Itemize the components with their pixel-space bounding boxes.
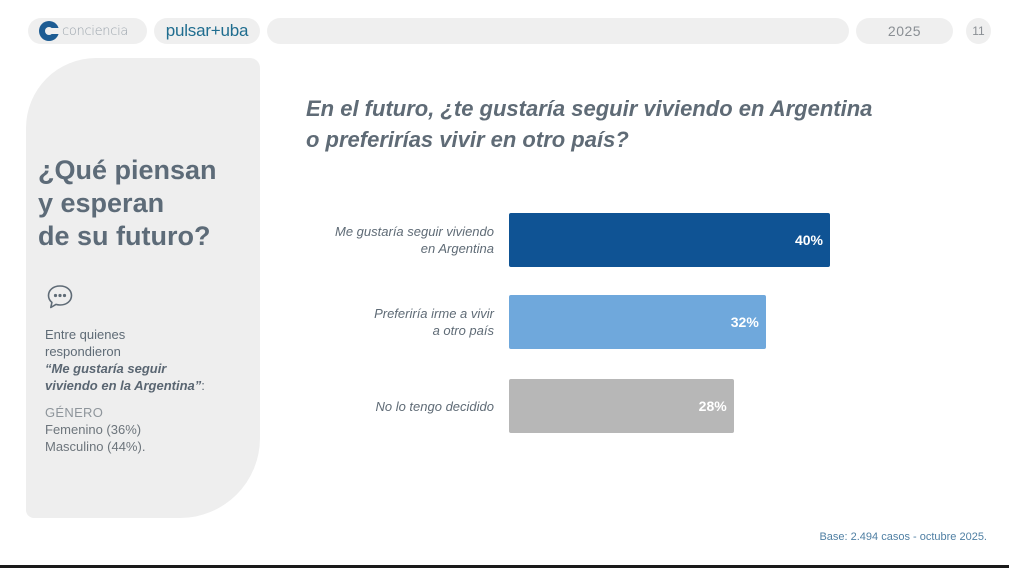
question-title: En el futuro, ¿te gustaría seguir vivien…: [306, 93, 926, 155]
sidebar-quote-line: viviendo en la Argentina”: [45, 378, 202, 393]
bar-value-label: 32%: [730, 314, 759, 330]
bar-chart: Me gustaría seguir viviendo en Argentina 4…: [290, 200, 890, 450]
sidebar-panel: [26, 58, 260, 518]
year-text: 2025: [887, 23, 922, 39]
bar-value-label: 28%: [698, 398, 727, 414]
gender-heading: GÉNERO: [45, 405, 104, 420]
footnote-base: Base: 2.494 casos - octubre 2025.: [819, 531, 987, 543]
conciencia-brand-text: conciencia: [62, 23, 129, 39]
sidebar-title: ¿Qué piensan y esperan de su futuro?: [38, 154, 253, 253]
bar-category-label: No lo tengo decidido: [284, 398, 494, 415]
bar-category-label-line: No lo tengo decidido: [375, 398, 494, 414]
sidebar-quote-line: “Me gustaría seguir: [45, 361, 167, 376]
sidebar-title-line: y esperan: [38, 188, 165, 218]
pulsar-uba-logo-pill: pulsar+uba: [154, 18, 260, 44]
bar-category-label-line: Me gustaría seguir viviendo: [335, 224, 494, 239]
sidebar-title-line: ¿Qué piensan: [38, 155, 217, 185]
sidebar-intro-line: Entre quienes: [45, 327, 126, 342]
gender-item-female: Femenino (36%): [45, 422, 142, 437]
pulsar-uba-brand-text: pulsar+uba: [165, 21, 249, 40]
bar-category-label-line: Preferiría irme a vivir: [374, 306, 494, 321]
page-number: 11: [972, 24, 985, 38]
sidebar-gender-breakdown: GÉNERO Femenino (36%) Masculino (44%).: [45, 404, 145, 455]
conciencia-logo-icon: [39, 21, 60, 41]
bar: 28%: [509, 379, 734, 433]
page-number-pill: 11: [966, 18, 991, 44]
speech-bubble-icon: [47, 285, 73, 309]
sidebar-note: Entre quienes respondieron “Me gustaría …: [45, 326, 255, 394]
bar: 40%: [509, 213, 830, 267]
bar: 32%: [509, 295, 766, 349]
bottom-rule: [0, 565, 1009, 568]
sidebar-intro-line: respondieron: [45, 344, 121, 359]
bar-value-label: 40%: [794, 232, 823, 248]
conciencia-logo-pill: conciencia: [28, 18, 147, 44]
gender-item-male: Masculino (44%).: [45, 439, 146, 454]
bar-category-label-line: a otro país: [432, 323, 494, 338]
question-line: o preferirías vivir en otro país?: [306, 127, 629, 152]
year-pill: 2025: [856, 18, 953, 44]
sidebar-title-line: de su futuro?: [38, 221, 211, 251]
question-line: En el futuro, ¿te gustaría seguir vivien…: [306, 96, 873, 121]
bar-category-label-line: en Argentina: [420, 241, 494, 256]
bar-category-label: Preferiría irme a vivir a otro país: [284, 305, 494, 339]
header-spacer-pill: [267, 18, 849, 44]
bar-category-label: Me gustaría seguir viviendo en Argentina: [284, 223, 494, 257]
sidebar-quote-suffix: :: [201, 378, 205, 393]
